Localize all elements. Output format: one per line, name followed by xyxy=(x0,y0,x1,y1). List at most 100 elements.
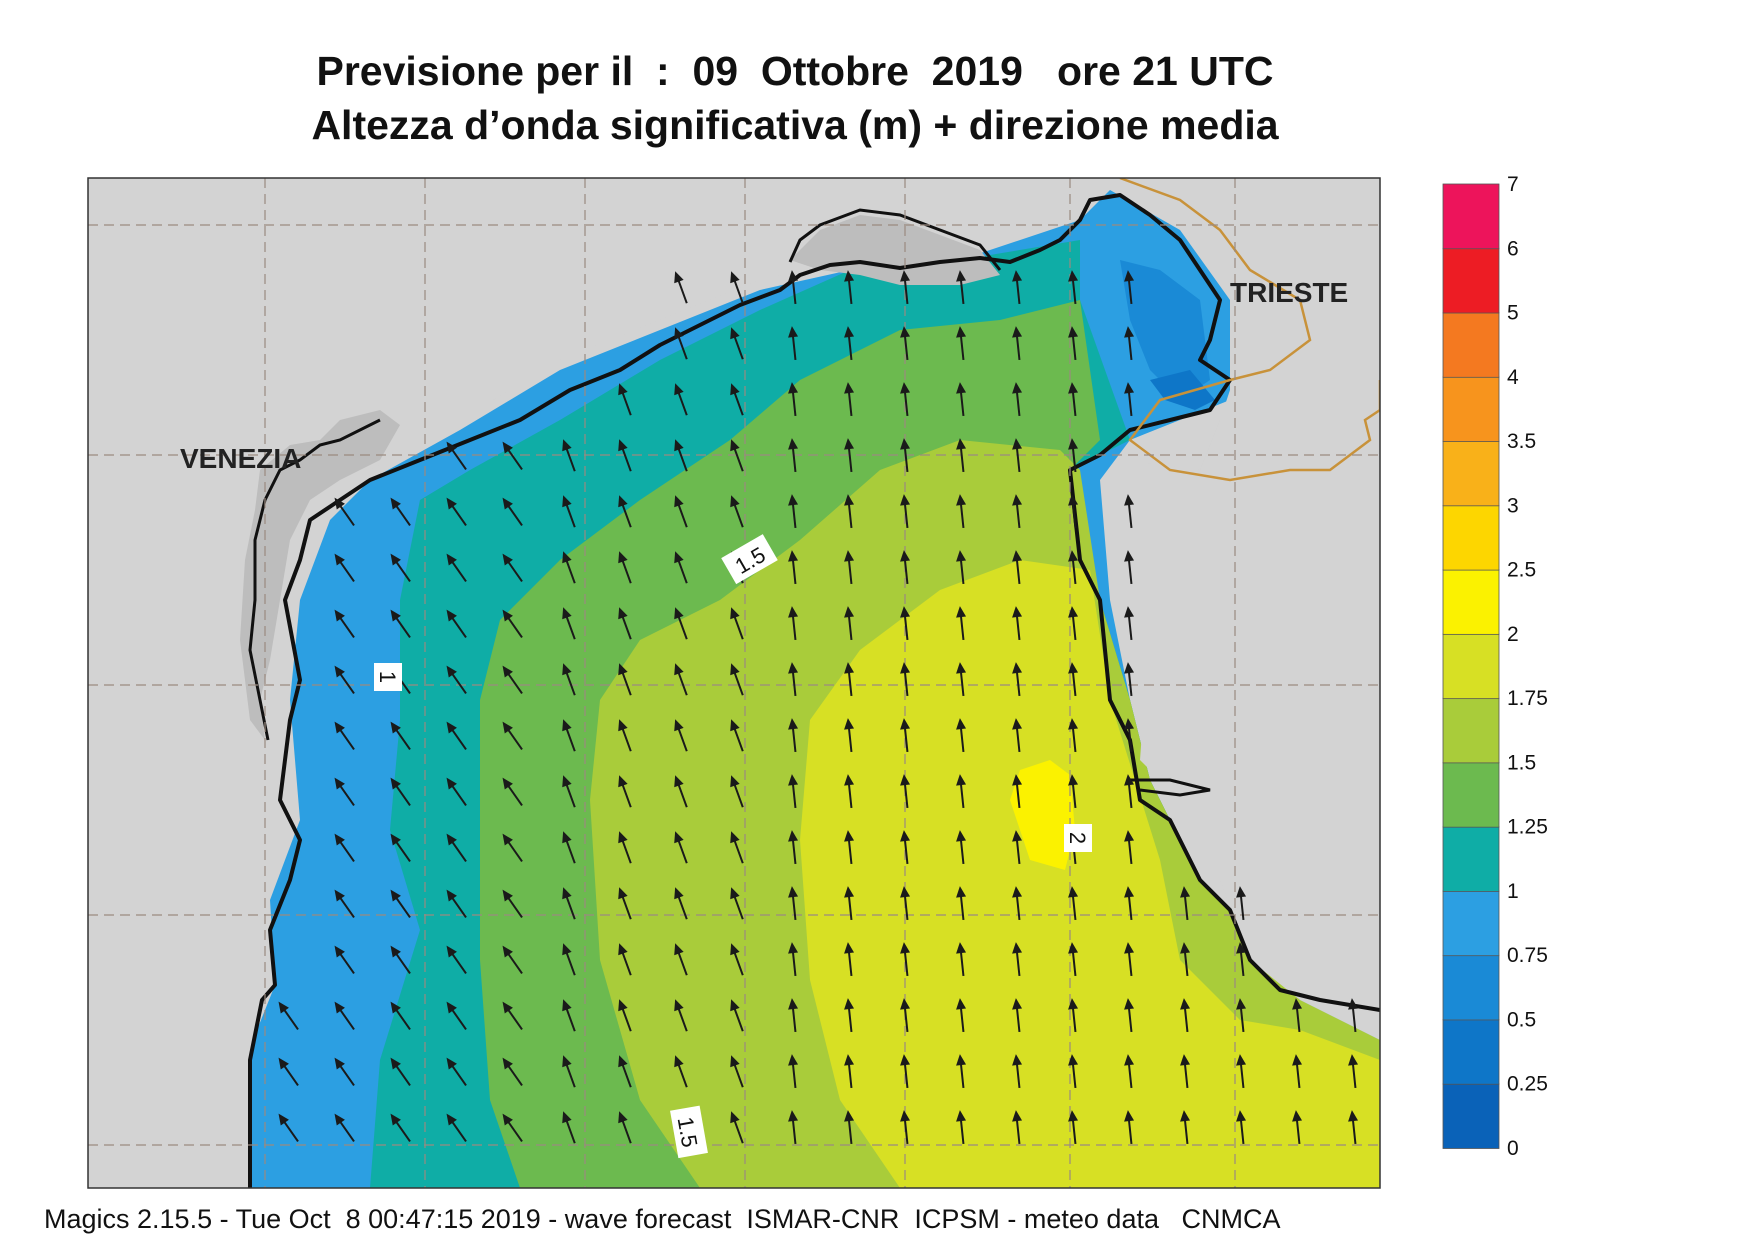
direction-arrow xyxy=(956,550,967,585)
map-frame xyxy=(87,177,1381,1189)
direction-arrow xyxy=(900,998,911,1033)
direction-arrow xyxy=(1124,382,1135,417)
direction-arrow xyxy=(502,889,523,919)
direction-arrow xyxy=(956,942,967,977)
direction-arrow xyxy=(1068,942,1079,977)
direction-arrow xyxy=(446,1113,467,1143)
colorbar-swatch xyxy=(1442,1083,1500,1149)
direction-arrow xyxy=(562,1111,576,1144)
direction-arrow xyxy=(334,945,355,975)
direction-arrow xyxy=(446,441,467,471)
direction-arrow xyxy=(788,494,799,529)
city-label-venezia: VENEZIA xyxy=(180,443,301,474)
direction-arrow xyxy=(502,1113,523,1143)
direction-arrow xyxy=(618,495,632,528)
direction-arrow xyxy=(334,609,355,639)
direction-arrow xyxy=(1012,1110,1023,1145)
colorbar-label: 0 xyxy=(1507,1137,1519,1160)
direction-arrow xyxy=(502,721,523,751)
direction-arrow xyxy=(446,945,467,975)
wave-direction-arrows xyxy=(278,270,1359,1145)
direction-arrow xyxy=(1124,718,1135,753)
direction-arrow xyxy=(730,887,744,920)
direction-arrow xyxy=(446,609,467,639)
direction-arrow xyxy=(618,943,632,976)
direction-arrow xyxy=(674,439,688,472)
direction-arrow xyxy=(844,326,855,361)
direction-arrow xyxy=(446,777,467,807)
direction-arrow xyxy=(900,1110,911,1145)
direction-arrow xyxy=(1180,1054,1191,1089)
direction-arrow xyxy=(502,609,523,639)
contour-label: 2 xyxy=(1065,832,1090,844)
direction-arrow xyxy=(900,326,911,361)
direction-arrow xyxy=(788,942,799,977)
direction-arrow xyxy=(618,607,632,640)
direction-arrow xyxy=(900,718,911,753)
direction-arrow xyxy=(844,1054,855,1089)
direction-arrow xyxy=(562,831,576,864)
direction-arrow xyxy=(334,665,355,695)
direction-arrow xyxy=(502,553,523,583)
direction-arrow xyxy=(390,497,411,527)
direction-arrow xyxy=(956,326,967,361)
sea-area-025 xyxy=(1150,370,1215,410)
direction-arrow xyxy=(844,382,855,417)
contour-label: 1 xyxy=(375,671,400,683)
direction-arrow xyxy=(956,438,967,473)
direction-arrow xyxy=(674,495,688,528)
wave-height-field xyxy=(88,178,1380,1188)
colorbar-swatch xyxy=(1442,954,1500,1021)
direction-arrow xyxy=(1012,942,1023,977)
direction-arrow xyxy=(334,497,355,527)
direction-arrow xyxy=(1348,1110,1359,1145)
direction-arrow xyxy=(844,1110,855,1145)
direction-arrow xyxy=(446,721,467,751)
direction-arrow xyxy=(730,439,744,472)
direction-arrow xyxy=(618,999,632,1032)
direction-arrow xyxy=(788,774,799,809)
direction-arrow xyxy=(334,833,355,863)
direction-arrow xyxy=(844,662,855,697)
direction-arrow xyxy=(1012,830,1023,865)
colorbar-label: 1.25 xyxy=(1507,816,1548,839)
direction-arrow xyxy=(1012,998,1023,1033)
direction-arrow xyxy=(844,886,855,921)
direction-arrow xyxy=(1124,326,1135,361)
direction-arrow xyxy=(278,1113,299,1143)
coastline xyxy=(248,193,1380,1188)
direction-arrow xyxy=(390,721,411,751)
direction-arrow xyxy=(1236,998,1247,1033)
direction-arrow xyxy=(844,270,855,305)
direction-arrow xyxy=(730,1055,744,1088)
direction-arrow xyxy=(618,775,632,808)
direction-arrow xyxy=(502,945,523,975)
direction-arrow xyxy=(1012,550,1023,585)
direction-arrow xyxy=(618,719,632,752)
direction-arrow xyxy=(956,270,967,305)
direction-arrow xyxy=(674,719,688,752)
land-north xyxy=(88,178,1380,1188)
direction-arrow xyxy=(446,665,467,695)
colorbar-swatch xyxy=(1442,183,1500,250)
direction-arrow xyxy=(1292,1110,1303,1145)
colorbar-swatch xyxy=(1442,762,1500,828)
direction-arrow xyxy=(674,607,688,640)
direction-arrow xyxy=(730,383,744,416)
direction-arrow xyxy=(788,606,799,641)
colorbar-label: 1.5 xyxy=(1507,751,1536,774)
direction-arrow xyxy=(788,550,799,585)
colorbar-swatch xyxy=(1442,633,1500,700)
direction-arrow xyxy=(900,886,911,921)
colorbar-label: 3 xyxy=(1507,494,1519,517)
direction-arrow xyxy=(844,606,855,641)
direction-arrow xyxy=(730,1111,744,1144)
direction-arrow xyxy=(956,662,967,697)
direction-arrow xyxy=(334,553,355,583)
direction-arrow xyxy=(618,439,632,472)
direction-arrow xyxy=(1292,1054,1303,1089)
direction-arrow xyxy=(562,943,576,976)
direction-arrow xyxy=(844,830,855,865)
direction-arrow xyxy=(900,550,911,585)
